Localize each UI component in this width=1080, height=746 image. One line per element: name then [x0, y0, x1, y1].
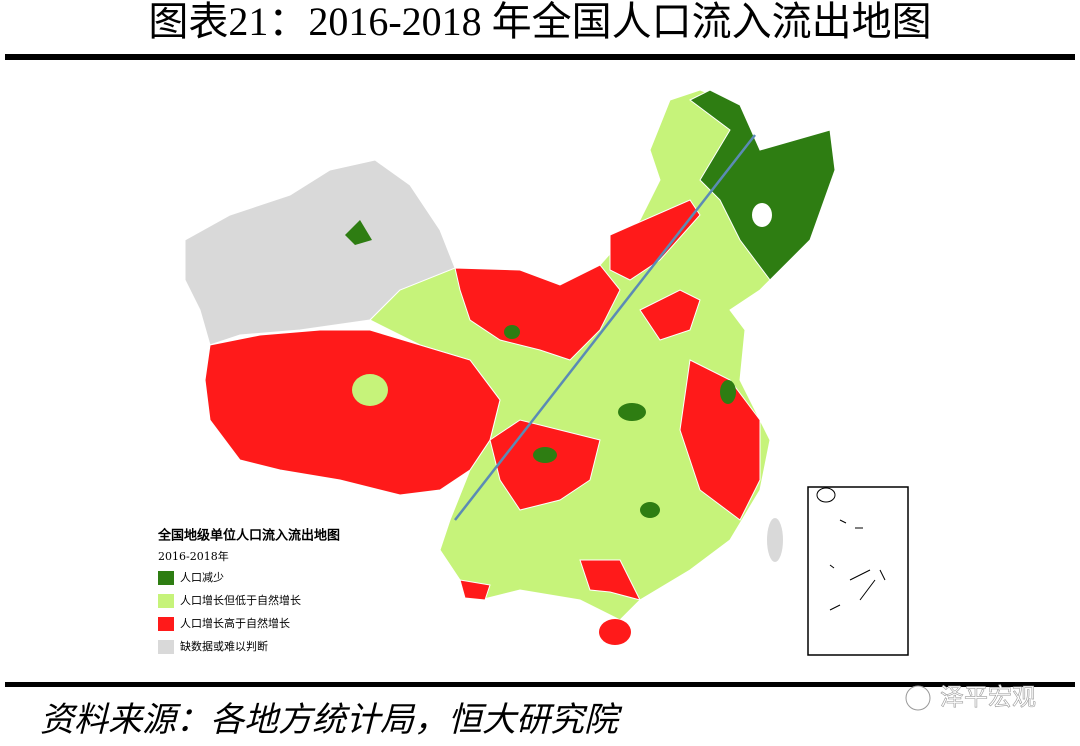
- title: 图表21：2016-2018 年全国人口流入流出地图: [148, 0, 931, 44]
- legend-label: 人口增长但低于自然增长: [180, 593, 301, 607]
- region: [720, 380, 736, 404]
- legend-period: 2016-2018年: [158, 549, 229, 563]
- region: [689, 89, 836, 281]
- region: [489, 419, 601, 511]
- region: [640, 502, 660, 518]
- inset-island: [816, 487, 836, 503]
- watermark: 泽平宏观: [940, 683, 1036, 711]
- legend-title: 全国地级单位人口流入流出地图: [157, 528, 340, 544]
- region: [609, 199, 701, 281]
- map: [184, 89, 909, 656]
- legend-swatch: [158, 617, 174, 631]
- legend: 全国地级单位人口流入流出地图 2016-2018年 人口减少人口增长但低于自然增…: [157, 528, 340, 654]
- top-rule: [5, 54, 1075, 60]
- region: [767, 518, 783, 562]
- inset-islands: [829, 519, 886, 611]
- legend-label: 人口增长高于自然增长: [180, 616, 290, 630]
- region: [639, 289, 701, 341]
- legend-label: 缺数据或难以判断: [180, 639, 268, 653]
- region: [459, 579, 491, 601]
- watermark-icon: [905, 685, 931, 711]
- inset: [807, 486, 909, 656]
- region: [345, 220, 372, 245]
- region: [618, 403, 646, 421]
- region: [352, 374, 388, 406]
- legend-label: 人口减少: [180, 571, 224, 584]
- region: [454, 264, 621, 361]
- region: [533, 447, 557, 463]
- region: [504, 325, 520, 339]
- region: [579, 559, 641, 601]
- region: [204, 329, 501, 496]
- source: 资料来源：各地方统计局，恒大研究院: [40, 700, 623, 740]
- legend-swatch: [158, 640, 174, 654]
- bottom-rule: [5, 682, 1075, 687]
- region: [752, 203, 772, 227]
- region: [599, 619, 631, 645]
- legend-swatch: [158, 571, 174, 585]
- legend-swatch: [158, 594, 174, 608]
- hu-line: [454, 134, 756, 521]
